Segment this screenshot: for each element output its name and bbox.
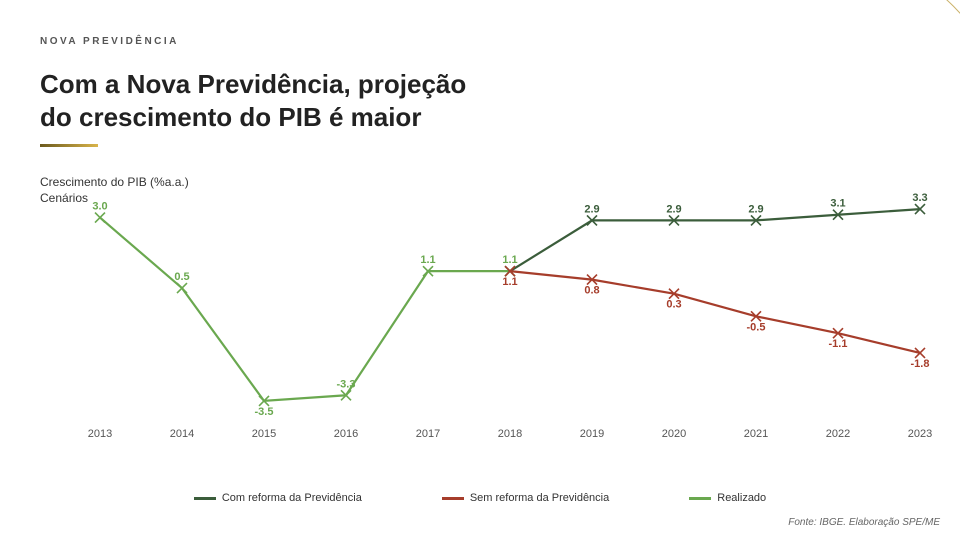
value-label: -3.3 [337, 378, 356, 390]
value-label: -1.1 [829, 338, 848, 350]
value-label: 1.1 [420, 254, 435, 266]
title-line-1: Com a Nova Previdência, projeção [40, 69, 466, 99]
legend-item: Realizado [689, 492, 766, 504]
value-label: -1.8 [911, 358, 930, 370]
x-axis-label: 2021 [744, 428, 768, 440]
legend-label: Sem reforma da Previdência [470, 492, 609, 504]
subtitle-line-1: Crescimento do PIB (%a.a.) [40, 175, 189, 189]
value-label: 0.8 [584, 285, 599, 297]
value-label: 2.9 [584, 203, 599, 215]
legend-label: Realizado [717, 492, 766, 504]
x-axis-label: 2020 [662, 428, 686, 440]
series-line [510, 209, 920, 271]
chart-legend: Com reforma da Previdência Sem reforma da… [0, 492, 960, 504]
value-label: 0.3 [666, 299, 681, 311]
eyebrow: NOVA PREVIDÊNCIA [40, 36, 179, 47]
legend-item: Com reforma da Previdência [194, 492, 362, 504]
value-label: 1.1 [502, 254, 517, 266]
x-axis-label: 2017 [416, 428, 440, 440]
legend-swatch [442, 497, 464, 500]
series-marker [95, 213, 105, 223]
value-label: 3.3 [912, 192, 927, 204]
x-axis-label: 2014 [170, 428, 194, 440]
page-title: Com a Nova Previdência, projeção do cres… [40, 68, 466, 133]
legend-item: Sem reforma da Previdência [442, 492, 609, 504]
x-axis-label: 2022 [826, 428, 850, 440]
x-axis-label: 2013 [88, 428, 112, 440]
value-label: 2.9 [666, 203, 681, 215]
value-label: -3.5 [255, 406, 274, 418]
value-label: 3.0 [92, 201, 107, 213]
legend-swatch [194, 497, 216, 500]
x-axis-label: 2016 [334, 428, 358, 440]
series-marker [177, 283, 187, 293]
decorative-arc [760, 0, 960, 200]
pib-growth-chart: 2013201420152016201720182019202020212022… [100, 195, 920, 455]
title-line-2: do crescimento do PIB é maior [40, 102, 421, 132]
source-note: Fonte: IBGE. Elaboração SPE/ME [788, 517, 940, 528]
legend-label: Com reforma da Previdência [222, 492, 362, 504]
subtitle-line-2: Cenários [40, 191, 88, 205]
x-axis-label: 2015 [252, 428, 276, 440]
x-axis-label: 2019 [580, 428, 604, 440]
x-axis-label: 2023 [908, 428, 932, 440]
series-line [510, 271, 920, 353]
value-label: 1.1 [502, 276, 517, 288]
value-label: -0.5 [747, 321, 766, 333]
gold-rule [40, 144, 98, 147]
value-label: 2.9 [748, 203, 763, 215]
series-line [100, 218, 510, 401]
value-label: 0.5 [174, 271, 189, 283]
x-axis-label: 2018 [498, 428, 522, 440]
value-label: 3.1 [830, 198, 845, 210]
legend-swatch [689, 497, 711, 500]
